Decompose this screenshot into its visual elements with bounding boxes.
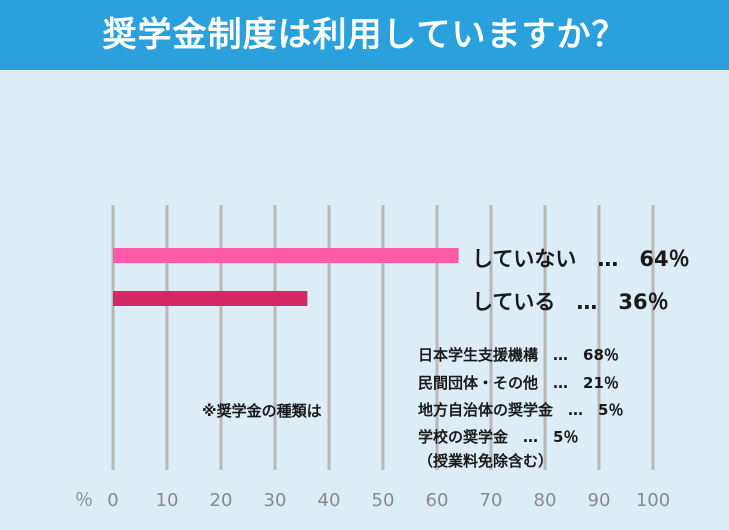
x-unit-label: ％: [75, 490, 93, 511]
x-tick-label: 0: [107, 490, 118, 511]
x-tick-label: 20: [210, 490, 233, 511]
x-tick-label: 80: [534, 490, 557, 511]
x-tick-label: 40: [318, 490, 341, 511]
x-tick-label: 90: [588, 490, 611, 511]
bar-label-not-using: していない … 64％: [472, 247, 690, 271]
breakdown-item-private: 民間団体・その他 … 21％: [418, 374, 619, 392]
bars: [113, 248, 459, 306]
x-tick-label: 30: [264, 490, 287, 511]
title-bar: [0, 0, 729, 70]
x-tick-label: 10: [156, 490, 179, 511]
breakdown-item-school: 学校の奨学金 … 5％: [418, 428, 579, 446]
breakdown-item-local-gov: 地方自治体の奨学金 … 5％: [418, 401, 624, 419]
bar-using: [113, 291, 308, 306]
x-tick-label: 100: [636, 490, 670, 511]
x-axis-ticks: 0 10 20 30 40 50 60 70 80 90 100 ％: [75, 490, 670, 511]
x-tick-label: 70: [480, 490, 503, 511]
bar-label-using: している … 36％: [472, 290, 669, 314]
breakdown-item-jasso: 日本学生支援機構 … 68％: [418, 346, 619, 364]
x-tick-label: 50: [372, 490, 395, 511]
x-tick-label: 60: [426, 490, 449, 511]
bar-not-using: [113, 248, 459, 263]
page-title: 奨学金制度は利用していますか？: [102, 15, 627, 55]
breakdown-item-note: （授業料免除含む）: [418, 452, 554, 470]
breakdown-heading: ※奨学金の種類は: [202, 402, 322, 420]
